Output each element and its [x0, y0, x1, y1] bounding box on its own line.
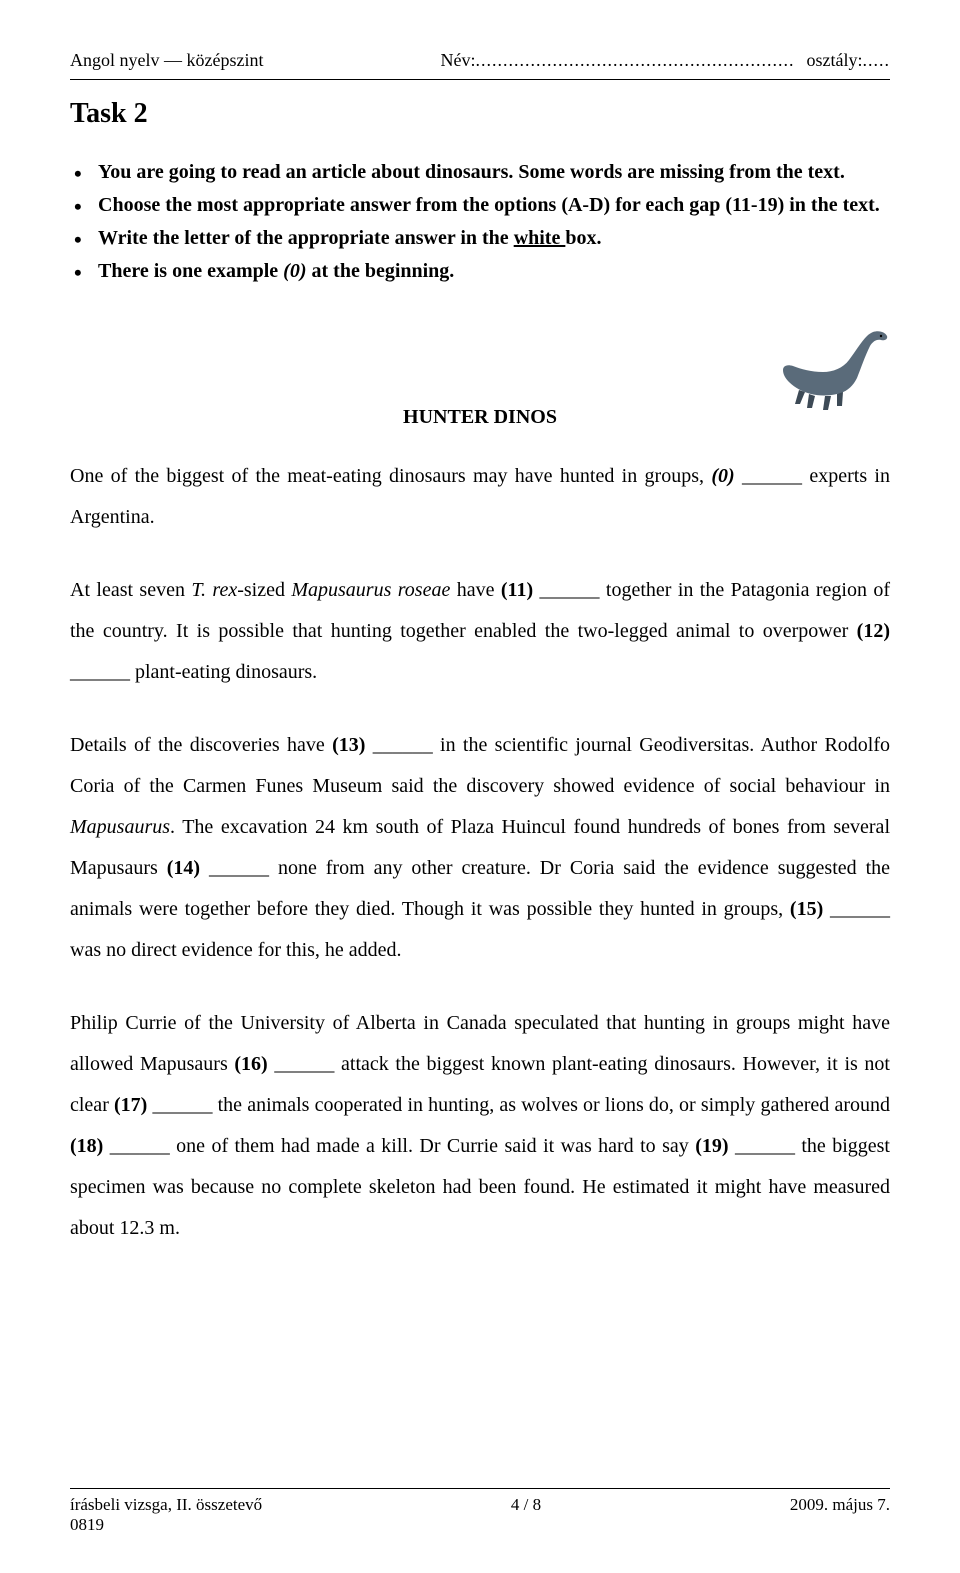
paragraph-4: Philip Currie of the University of Alber…: [70, 1003, 890, 1249]
footer-right: 2009. május 7.: [790, 1495, 890, 1515]
instruction-item: You are going to read an article about d…: [98, 158, 890, 187]
instruction-item: There is one example (0) at the beginnin…: [98, 257, 890, 286]
header-right: Név:....................................…: [441, 50, 891, 71]
header-divider: [70, 79, 890, 80]
instructions-list: You are going to read an article about d…: [70, 158, 890, 286]
footer-left: írásbeli vizsga, II. összetevő: [70, 1495, 262, 1515]
article-title: HUNTER DINOS: [70, 326, 890, 429]
page-footer: írásbeli vizsga, II. összetevő 4 / 8 200…: [70, 1488, 890, 1535]
article-title-row: HUNTER DINOS: [70, 326, 890, 436]
paragraph-1: One of the biggest of the meat-eating di…: [70, 456, 890, 538]
paragraph-3: Details of the discoveries have (13) ___…: [70, 725, 890, 971]
footer-divider: [70, 1488, 890, 1489]
footer-code: 0819: [70, 1515, 890, 1535]
class-label: osztály:.....: [807, 50, 891, 71]
page-header: Angol nyelv — középszint Név:...........…: [70, 50, 890, 71]
header-left: Angol nyelv — középszint: [70, 50, 263, 71]
task-title: Task 2: [70, 98, 890, 130]
paragraph-2: At least seven T. rex-sized Mapusaurus r…: [70, 570, 890, 693]
name-label: Név:....................................…: [441, 50, 795, 71]
dinosaur-icon: [775, 326, 890, 421]
instruction-item: Choose the most appropriate answer from …: [98, 191, 890, 220]
footer-center: 4 / 8: [511, 1495, 541, 1515]
instruction-item: Write the letter of the appropriate answ…: [98, 224, 890, 253]
